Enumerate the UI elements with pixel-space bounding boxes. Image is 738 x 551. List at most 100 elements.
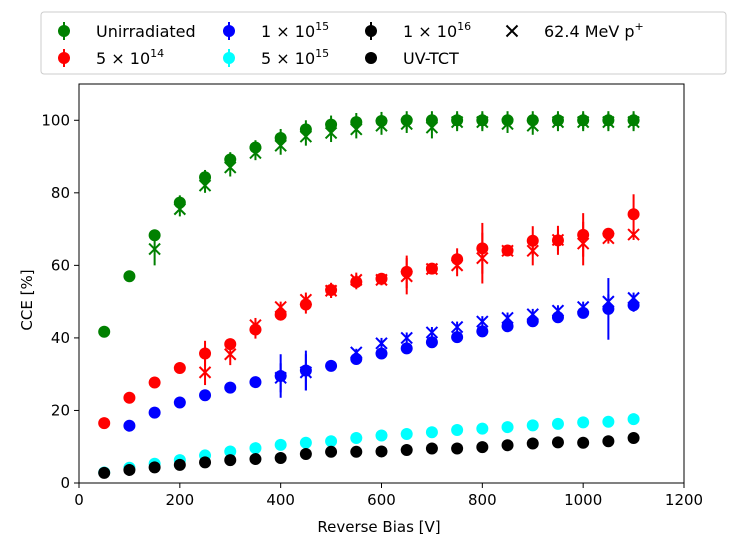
legend-item: 62.4 MeV p+ bbox=[505, 20, 644, 41]
data-point bbox=[299, 123, 312, 136]
data-point bbox=[425, 336, 438, 349]
data-point bbox=[375, 347, 388, 360]
data-point bbox=[350, 276, 363, 289]
cross-point bbox=[400, 331, 413, 345]
data-point bbox=[577, 416, 590, 429]
data-point bbox=[148, 229, 161, 242]
data-point bbox=[173, 396, 186, 409]
data-point bbox=[425, 262, 438, 275]
legend-marker bbox=[365, 25, 377, 37]
x-tick-label: 1000 bbox=[564, 491, 602, 509]
data-point bbox=[551, 114, 564, 127]
data-point bbox=[602, 302, 615, 315]
data-point bbox=[299, 298, 312, 311]
data-point bbox=[123, 270, 136, 283]
data-point bbox=[299, 447, 312, 460]
data-point bbox=[375, 114, 388, 127]
data-point bbox=[476, 441, 489, 454]
data-point bbox=[274, 132, 287, 145]
x-tick-label: 400 bbox=[266, 491, 295, 509]
y-axis-label: CCE [%] bbox=[18, 269, 36, 330]
data-point bbox=[577, 114, 590, 127]
data-point bbox=[173, 196, 186, 209]
data-point bbox=[451, 442, 464, 455]
legend-item: Unirradiated bbox=[58, 22, 196, 41]
data-point bbox=[299, 436, 312, 449]
data-point bbox=[501, 439, 514, 452]
data-point bbox=[199, 347, 212, 360]
data-point bbox=[224, 454, 237, 467]
data-point bbox=[577, 228, 590, 241]
legend-item: 1 × 1016 bbox=[365, 20, 471, 41]
x-axis-label: Reverse Bias [V] bbox=[317, 518, 440, 536]
y-tick-label: 60 bbox=[51, 256, 70, 274]
data-point bbox=[627, 114, 640, 127]
data-point bbox=[501, 114, 514, 127]
data-point bbox=[400, 428, 413, 441]
data-point bbox=[627, 413, 640, 426]
data-point bbox=[400, 443, 413, 456]
data-point bbox=[224, 445, 237, 458]
legend-label: 1 × 1016 bbox=[403, 20, 471, 41]
data-point bbox=[173, 458, 186, 471]
data-point bbox=[375, 445, 388, 458]
legend-label: 5 × 1015 bbox=[261, 47, 329, 68]
data-point bbox=[551, 417, 564, 430]
data-point bbox=[98, 417, 111, 430]
data-point bbox=[148, 376, 161, 389]
y-tick-label: 40 bbox=[51, 329, 70, 347]
y-tick-label: 20 bbox=[51, 401, 70, 419]
cross-point bbox=[375, 337, 388, 350]
data-point bbox=[148, 406, 161, 419]
data-point bbox=[602, 415, 615, 428]
series-1 bbox=[98, 194, 640, 430]
legend-label: 62.4 MeV p+ bbox=[544, 20, 644, 41]
data-point bbox=[526, 437, 539, 450]
data-point bbox=[299, 364, 312, 377]
y-tick-label: 0 bbox=[60, 474, 70, 492]
legend-label: 5 × 1014 bbox=[96, 47, 164, 68]
data-point bbox=[98, 325, 111, 338]
series-4 bbox=[98, 432, 640, 479]
legend-item: 1 × 1015 bbox=[223, 20, 329, 41]
data-point bbox=[627, 299, 640, 312]
data-point bbox=[551, 311, 564, 324]
data-point bbox=[501, 320, 514, 333]
data-point bbox=[425, 442, 438, 455]
data-point bbox=[249, 453, 262, 466]
cross-point bbox=[425, 326, 439, 339]
legend-frame bbox=[40, 11, 727, 75]
y-tick-label: 80 bbox=[51, 184, 70, 202]
data-point bbox=[375, 272, 388, 285]
data-point bbox=[551, 436, 564, 449]
legend-marker bbox=[365, 52, 377, 64]
data-point bbox=[627, 432, 640, 445]
x-tick-label: 0 bbox=[74, 491, 84, 509]
data-point bbox=[577, 436, 590, 449]
cross-point bbox=[224, 348, 237, 361]
data-point bbox=[148, 461, 161, 474]
data-point bbox=[551, 234, 564, 247]
data-point bbox=[451, 331, 464, 344]
data-point bbox=[249, 376, 262, 389]
data-point bbox=[526, 315, 539, 328]
cross-point bbox=[627, 228, 640, 241]
cross-point bbox=[198, 366, 212, 379]
data-point bbox=[425, 426, 438, 439]
data-point bbox=[350, 432, 363, 445]
data-point bbox=[199, 171, 212, 184]
data-point bbox=[451, 253, 464, 266]
legend-marker bbox=[223, 25, 235, 37]
legend-label: UV-TCT bbox=[403, 49, 459, 68]
legend-item: 5 × 1015 bbox=[223, 47, 329, 68]
legend-marker bbox=[505, 24, 519, 38]
legend-item: 5 × 1014 bbox=[58, 47, 164, 68]
data-point bbox=[224, 338, 237, 351]
data-point bbox=[123, 391, 136, 404]
data-point bbox=[400, 342, 413, 355]
data-point bbox=[325, 445, 338, 458]
cross-point bbox=[476, 315, 489, 328]
data-point bbox=[123, 419, 136, 432]
data-point bbox=[249, 323, 262, 336]
